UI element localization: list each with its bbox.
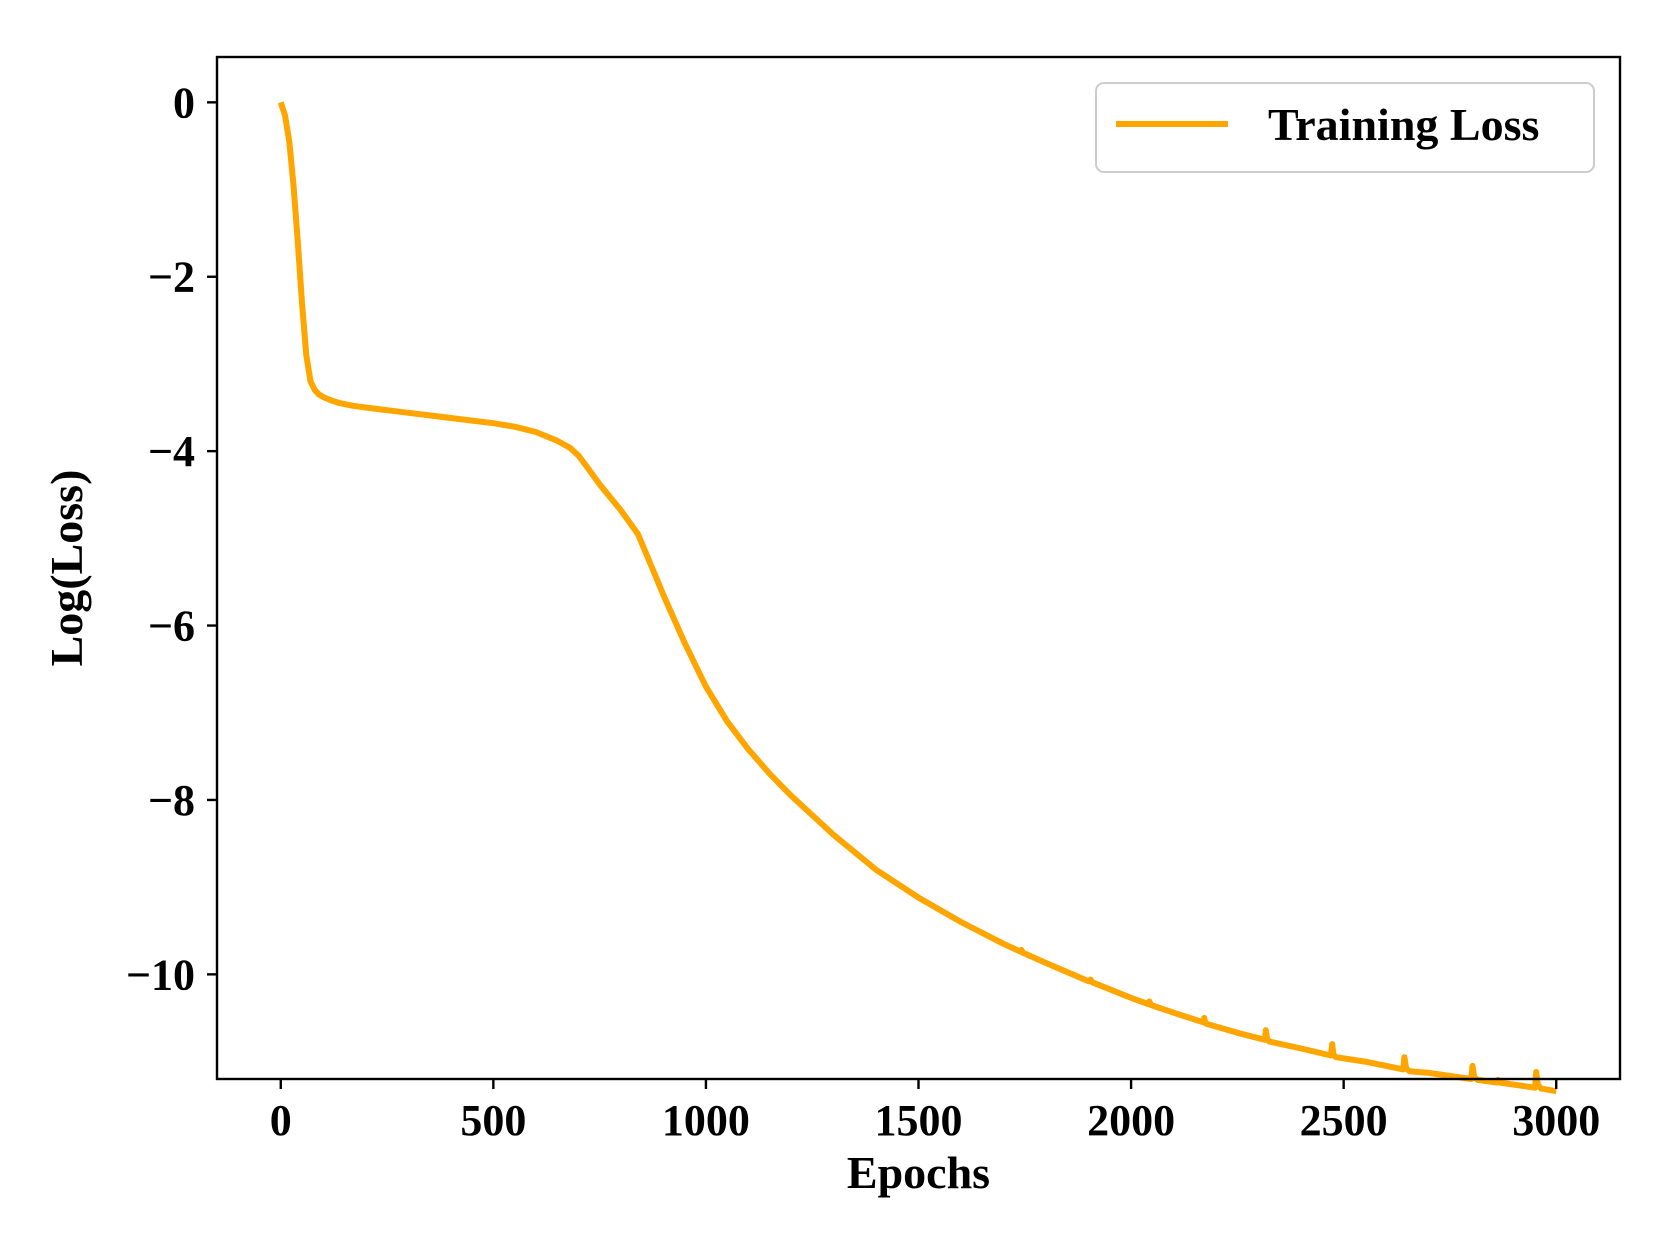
y-tick-label: 0	[173, 78, 195, 127]
x-tick-label: 2000	[1087, 1096, 1175, 1145]
x-tick-label: 1000	[662, 1096, 750, 1145]
legend-label-training-loss: Training Loss	[1268, 99, 1539, 150]
x-tick-label: 0	[270, 1096, 292, 1145]
x-tick-label: 2500	[1300, 1096, 1388, 1145]
y-tick-label: −4	[148, 427, 195, 476]
x-axis: 0 500 1000 1500 2000 2500 3000	[270, 1079, 1600, 1145]
y-tick-label: −8	[148, 776, 195, 825]
x-axis-label: Epochs	[847, 1147, 990, 1198]
legend-box	[1095, 82, 1595, 173]
axes-frame	[215, 55, 1622, 1081]
y-axis-label: Log(Loss)	[41, 470, 92, 667]
y-tick-label: −6	[148, 602, 195, 651]
x-tick-label: 1500	[875, 1096, 963, 1145]
y-tick-label: −2	[148, 253, 195, 302]
y-tick-label: −10	[126, 950, 195, 999]
legend: Training Loss	[1095, 82, 1595, 173]
x-tick-label: 3000	[1512, 1096, 1600, 1145]
y-axis: 0 −2 −4 −6 −8 −10	[126, 78, 217, 999]
series-line-training-loss	[277, 101, 1557, 1095]
plot-area	[277, 101, 1557, 1095]
x-tick-label: 500	[460, 1096, 526, 1145]
